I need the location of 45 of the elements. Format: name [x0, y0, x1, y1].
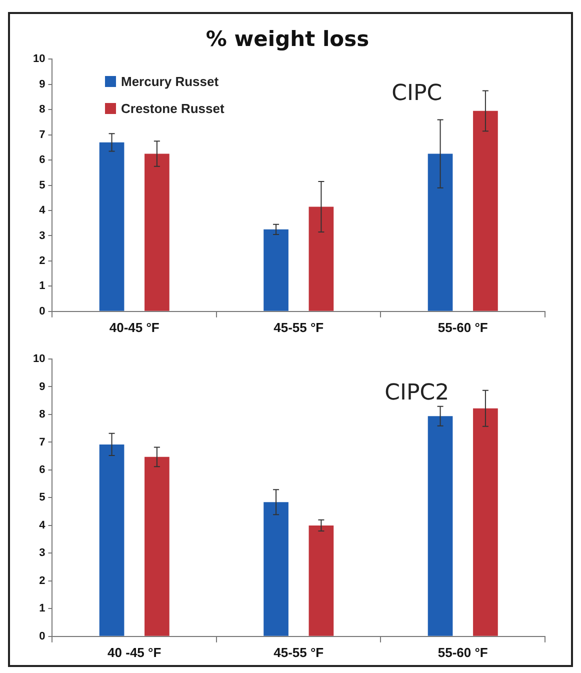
bar — [428, 416, 453, 636]
bar — [264, 229, 288, 311]
y-tick-label: 1 — [39, 280, 46, 292]
y-tick-label: 2 — [39, 254, 46, 267]
bar — [308, 206, 334, 311]
y-tick-label: 10 — [32, 53, 46, 66]
x-tick-label: 45-55 °F — [274, 320, 324, 335]
bar — [144, 154, 170, 311]
bar — [473, 408, 498, 636]
x-tick-label: 55-60 °F — [438, 644, 488, 660]
y-tick-label: 6 — [39, 464, 46, 476]
y-tick-label: 2 — [39, 574, 46, 587]
x-tick-label: 40 -45 °F — [108, 644, 162, 660]
bar — [144, 456, 170, 636]
bar — [264, 502, 288, 636]
chart-title: % weight loss — [206, 27, 370, 52]
y-tick-label: 7 — [39, 436, 46, 448]
bar — [473, 110, 498, 311]
annotation: CIPC — [392, 80, 442, 106]
legend-label: Crestone Russet — [121, 101, 224, 116]
y-tick-label: 10 — [32, 353, 46, 366]
y-tick-label: 8 — [39, 408, 46, 421]
y-tick-label: 0 — [39, 630, 46, 642]
y-tick-label: 4 — [39, 204, 46, 217]
annotation: CIPC2 — [384, 380, 450, 406]
legend-label: Mercury Russet — [121, 74, 219, 89]
y-tick-label: 9 — [39, 78, 46, 90]
y-tick-label: 1 — [39, 602, 46, 615]
bar — [428, 154, 453, 311]
bar — [308, 525, 334, 636]
y-tick-label: 8 — [39, 104, 46, 116]
bar — [99, 142, 124, 311]
y-tick-label: 3 — [39, 547, 46, 560]
y-tick-label: 3 — [39, 230, 46, 242]
y-tick-label: 0 — [39, 305, 46, 318]
y-tick-label: 5 — [39, 492, 46, 504]
x-tick-label: 40-45 °F — [109, 320, 160, 335]
y-tick-label: 4 — [39, 519, 46, 532]
x-tick-label: 45-55 °F — [274, 644, 324, 660]
y-tick-label: 6 — [39, 154, 46, 166]
y-tick-label: 5 — [39, 179, 46, 192]
y-tick-label: 7 — [39, 128, 46, 141]
y-tick-label: 9 — [39, 380, 46, 393]
x-tick-label: 55-60 °F — [438, 320, 488, 335]
bar — [99, 444, 124, 636]
